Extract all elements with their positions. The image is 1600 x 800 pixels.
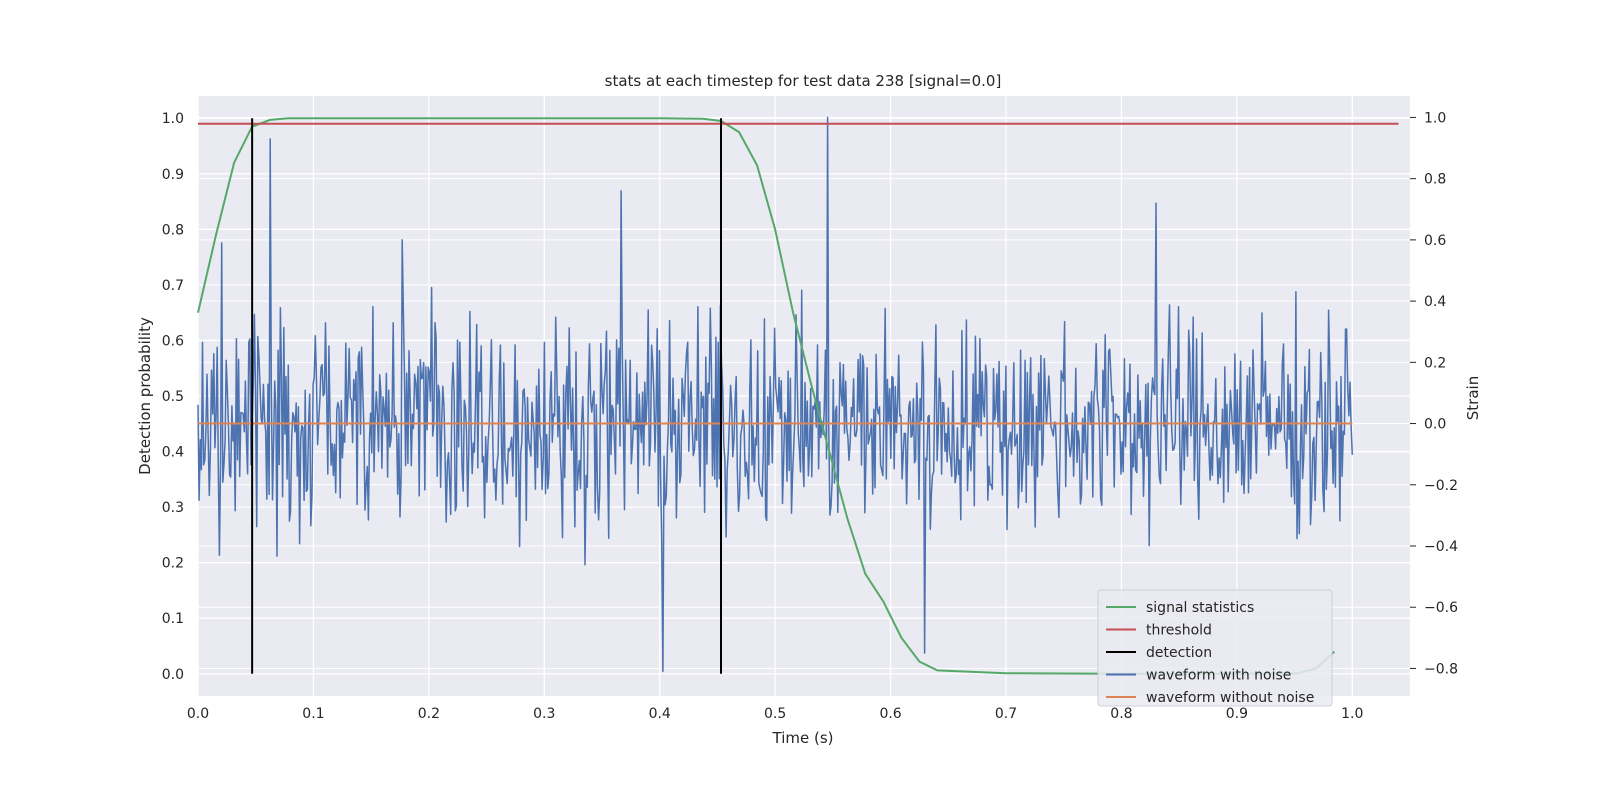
y-left-tick-label: 0.5 xyxy=(162,389,184,405)
x-tick-label: 0.4 xyxy=(649,706,671,722)
series-layer xyxy=(197,116,1399,675)
y-left-tick-label: 0.3 xyxy=(162,500,184,516)
legend-box xyxy=(1097,589,1333,707)
x-tick-label: 0.1 xyxy=(302,706,324,722)
x-tick-label: 0.7 xyxy=(995,706,1017,722)
y-right-tick-label: 1.0 xyxy=(1424,110,1446,126)
chart-title: stats at each timestep for test data 238… xyxy=(605,72,1002,90)
y-left-tick-label: 0.2 xyxy=(162,556,184,572)
y-left-tick-label: 0.9 xyxy=(162,167,184,183)
y-right-tick-label: −0.2 xyxy=(1424,478,1458,494)
y-right-axis-label: Strain xyxy=(1464,376,1482,420)
y-right-axis-ticks: −0.8 −0.6 −0.4 −0.2 0.0 0.2 0.4 0.6 0.8 1.0 xyxy=(1410,110,1458,677)
y-left-tick-label: 0.1 xyxy=(162,611,184,627)
y-right-tick-label: 0.8 xyxy=(1424,172,1446,188)
x-tick-label: 0.8 xyxy=(1110,706,1132,722)
legend-label: waveform with noise xyxy=(1146,668,1291,684)
y-left-tick-label: 0.4 xyxy=(162,445,184,461)
y-left-tick-label: 0.7 xyxy=(162,278,184,294)
x-tick-label: 0.9 xyxy=(1226,706,1248,722)
y-right-tick-label: 0.4 xyxy=(1424,294,1446,310)
x-tick-label: 1.0 xyxy=(1341,706,1363,722)
legend-label: waveform without noise xyxy=(1146,690,1314,706)
x-tick-label: 0.0 xyxy=(187,706,209,722)
x-axis-ticks: 0.0 0.1 0.2 0.3 0.4 0.5 0.6 0.7 0.8 0.9 1.0 xyxy=(187,706,1364,722)
y-right-tick-label: −0.6 xyxy=(1424,600,1458,616)
y-right-tick-label: −0.8 xyxy=(1424,661,1458,677)
series-signal-statistics-line xyxy=(197,117,1335,675)
x-tick-label: 0.6 xyxy=(879,706,901,722)
legend-label: detection xyxy=(1146,645,1212,661)
x-axis-label: Time (s) xyxy=(772,729,834,747)
y-right-tick-label: −0.4 xyxy=(1424,539,1458,555)
x-tick-label: 0.5 xyxy=(764,706,786,722)
x-tick-label: 0.2 xyxy=(418,706,440,722)
legend-label: threshold xyxy=(1146,623,1212,639)
legend: signal statistics threshold detection wavef… xyxy=(1097,589,1333,707)
y-left-tick-label: 0.8 xyxy=(162,222,184,238)
y-left-tick-label: 0.6 xyxy=(162,333,184,349)
y-left-tick-label: 1.0 xyxy=(162,111,184,127)
y-right-tick-label: 0.6 xyxy=(1424,233,1446,249)
y-right-tick-label: 0.0 xyxy=(1424,417,1446,433)
legend-label: signal statistics xyxy=(1146,600,1254,616)
y-right-tick-label: 0.2 xyxy=(1424,355,1446,371)
y-left-tick-label: 0.0 xyxy=(162,667,184,683)
series-waveform-with-noise-line xyxy=(197,116,1354,673)
x-tick-label: 0.3 xyxy=(533,706,555,722)
y-left-axis-ticks: 0.0 0.1 0.2 0.3 0.4 0.5 0.6 0.7 0.8 0.9 1.0 xyxy=(162,111,184,683)
y-left-axis-label: Detection probability xyxy=(136,317,154,475)
